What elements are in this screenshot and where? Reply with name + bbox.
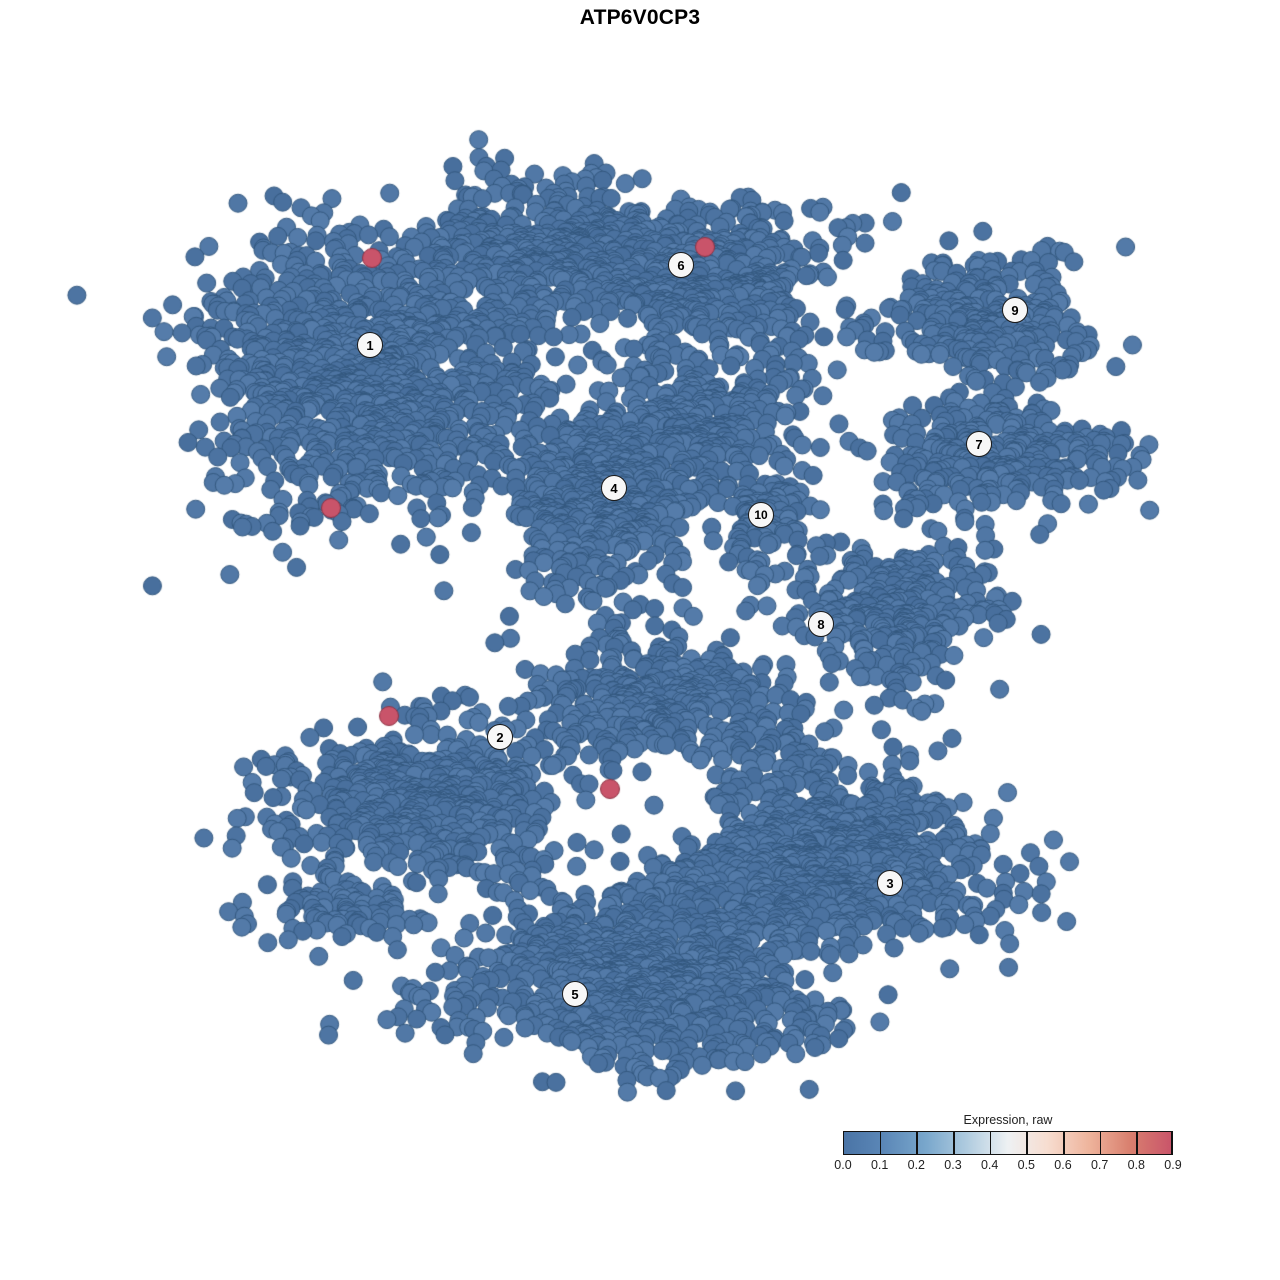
expression-colorbar-legend: Expression, raw 0.0 0.1 0.2 0.3 0.4 0.5 0.6 0.7… [834, 1113, 1181, 1176]
colorbar-tick-label: 0.4 [980, 1158, 999, 1172]
colorbar-tick [1136, 1131, 1138, 1155]
cluster-label-10[interactable]: 10 [748, 502, 774, 528]
colorbar-tick-label: 0.6 [1054, 1158, 1072, 1172]
cluster-label-7[interactable]: 7 [966, 431, 992, 457]
colorbar-tick-label: 0.5 [1017, 1158, 1036, 1172]
colorbar-tick [1026, 1131, 1028, 1155]
cluster-label-8[interactable]: 8 [808, 611, 834, 637]
cluster-label-4[interactable]: 4 [601, 475, 627, 501]
cluster-label-2[interactable]: 2 [487, 724, 513, 750]
cluster-label-1[interactable]: 1 [357, 332, 383, 358]
cluster-label-9[interactable]: 9 [1002, 297, 1028, 323]
colorbar-tick [916, 1131, 918, 1155]
colorbar-tick-labels: 0.0 0.1 0.2 0.3 0.4 0.5 0.6 0.7 0.8 0.9 [834, 1158, 1181, 1176]
legend-bar-wrap [843, 1131, 1173, 1155]
colorbar-tick [879, 1131, 882, 1155]
colorbar-tick-label: 0.0 [834, 1158, 852, 1172]
cluster-label-6[interactable]: 6 [668, 252, 694, 278]
legend-title: Expression, raw [963, 1113, 1053, 1127]
colorbar-tick [989, 1131, 992, 1155]
colorbar-tick [1171, 1131, 1173, 1155]
colorbar-tick-label: 0.8 [1127, 1158, 1146, 1172]
colorbar-tick-label: 0.3 [944, 1158, 962, 1172]
colorbar-gradient[interactable] [843, 1131, 1173, 1155]
colorbar-tick-label: 0.7 [1090, 1158, 1109, 1172]
colorbar-tick [953, 1131, 955, 1155]
colorbar-tick-label: 0.1 [870, 1158, 889, 1172]
cluster-label-3[interactable]: 3 [877, 870, 903, 896]
colorbar-tick-label: 0.9 [1164, 1158, 1182, 1172]
cluster-label-5[interactable]: 5 [562, 981, 588, 1007]
colorbar-tick [1063, 1131, 1065, 1155]
colorbar-tick [1099, 1131, 1102, 1155]
colorbar-tick-label: 0.2 [907, 1158, 926, 1172]
